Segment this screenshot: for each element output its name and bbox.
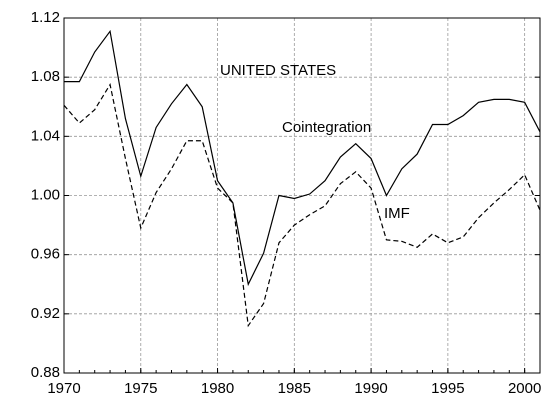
series-line <box>63 82 541 328</box>
y-tick-label: 0.92 <box>31 305 60 322</box>
x-tick-label: 1970 <box>47 380 80 397</box>
y-tick-label: 1.12 <box>31 9 60 26</box>
plot-frame <box>63 17 541 374</box>
x-tick-label: 2000 <box>508 380 541 397</box>
series-label: Cointegration <box>282 119 371 136</box>
chart-title: UNITED STATES <box>220 62 336 79</box>
series-label: IMF <box>384 205 410 222</box>
x-tick-label: 1980 <box>201 380 234 397</box>
x-tick-label: 1975 <box>124 380 157 397</box>
x-tick-label: 1990 <box>354 380 387 397</box>
y-tick-label: 1.00 <box>31 186 60 203</box>
y-tick-label: 0.88 <box>31 364 60 381</box>
y-tick-label: 1.04 <box>31 127 60 144</box>
x-tick-label: 1985 <box>278 380 311 397</box>
y-tick-label: 1.08 <box>31 68 60 85</box>
y-tick-label: 0.96 <box>31 246 60 263</box>
series-line <box>64 29 541 287</box>
x-tick-label: 1995 <box>431 380 464 397</box>
